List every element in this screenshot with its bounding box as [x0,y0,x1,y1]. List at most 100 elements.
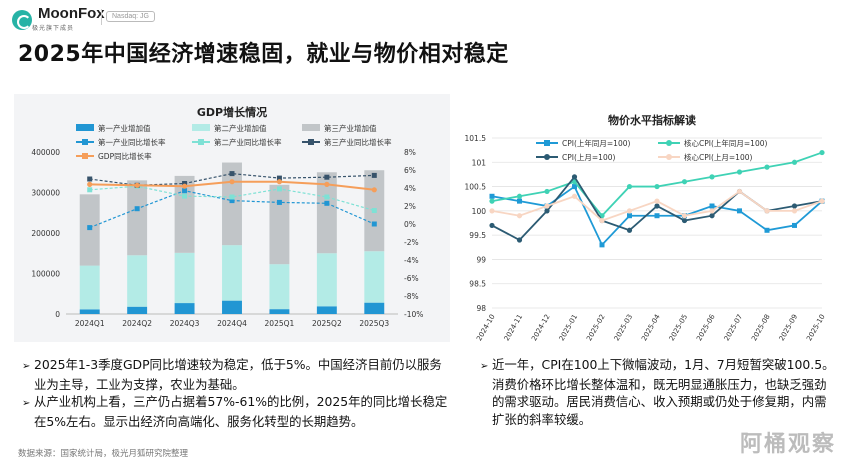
data-point [516,237,523,243]
data-point [764,227,770,233]
x-tick-label: 2025Q3 [359,319,389,328]
legend-marker [308,139,314,145]
y-tick-label: 300000 [31,189,60,198]
data-point [709,208,715,214]
legend-marker [544,154,550,160]
bar-segment [222,245,242,301]
data-point [571,174,578,180]
legend-swatch [302,124,320,131]
y-tick-label: 101.5 [465,134,487,143]
x-tick-label: 2025-03 [613,313,635,342]
legend-label: 第二产业增加值 [214,123,267,133]
y-tick-label: 0 [55,310,60,319]
data-point [709,174,715,180]
bar-segment [269,184,290,265]
x-tick-label: 2025-05 [668,313,690,342]
data-point [626,183,633,190]
legend-label: 第一产业同比增长率 [98,137,166,147]
y2-tick-label: 4% [404,184,416,193]
y2-tick-label: 6% [404,166,416,175]
data-point [134,206,140,212]
data-point [572,184,577,190]
brand-subtitle: 极光旗下成员 [32,25,75,32]
data-point [229,198,235,204]
data-point [324,174,330,180]
legend-marker [198,139,204,145]
data-point [681,213,688,219]
data-source: 数据来源：国家统计局，极光月狐研究院整理 [18,449,189,459]
data-point [627,213,632,219]
x-tick-label: 2025-06 [695,313,717,342]
data-point [681,217,688,224]
bar-segment [174,303,195,314]
y-tick-label: 98.5 [469,280,486,289]
legend-label: 核心CPI(上月=100) [684,152,752,162]
page-title: 2025年中国经济增速稳固，就业与物价相对稳定 [18,42,509,67]
legend-marker [82,139,88,145]
y2-tick-label: -10% [404,310,423,319]
y2-tick-label: -8% [404,292,419,301]
x-tick-label: 2024Q2 [122,319,152,328]
data-point [599,242,605,248]
data-point [764,164,770,170]
data-point [276,199,282,205]
x-tick-label: 2024-12 [530,313,552,342]
legend-swatch [192,124,210,131]
bar-segment [79,265,100,310]
data-point [324,181,330,187]
legend-label: CPI(上月=100) [562,153,615,162]
legend-label: CPI(上年同月=100) [562,138,630,148]
cpi-chart-panel: 物价水平指标解读 CPI(上年同月=100) 核心CPI(上年同月=100) CPI(… [462,94,834,342]
data-point [736,169,743,175]
legend-label: 第三产业增加值 [324,123,377,133]
data-point [371,221,377,227]
x-tick-label: 2025-08 [750,313,772,342]
brand-logo[interactable]: MoonFox 极光旗下成员 [12,5,105,32]
cpi-chart: 物价水平指标解读 CPI(上年同月=100) 核心CPI(上年同月=100) CPI(… [465,113,827,342]
data-point [182,188,188,194]
bar-segment [127,180,148,256]
data-point [276,175,282,181]
data-point [371,208,377,213]
ticker-badge: Nasdaq: JG [106,11,155,22]
legend-label: GDP同比增长率 [98,151,152,161]
data-point [709,213,715,219]
data-point [229,171,235,177]
y-tick-label: 400000 [31,148,60,157]
legend-swatch [76,124,94,131]
data-point [819,149,825,156]
data-point [819,198,825,204]
y2-tick-label: -2% [404,238,419,247]
data-point [737,208,742,214]
data-point [791,203,798,209]
bar-segment [79,309,100,314]
x-tick-label: 2025-01 [558,313,580,342]
data-point [181,183,188,189]
x-tick-label: 2025-10 [805,313,827,342]
y2-tick-label: -4% [404,256,419,265]
y-tick-label: 100.5 [465,183,487,192]
data-point [371,187,377,193]
bar-segment [222,162,242,246]
data-point [87,225,93,231]
x-tick-label: 2024Q1 [75,319,105,328]
gdp-notes: 2025年1-3季度GDP同比增速较为稳定，低于5%。中国经济目前仍以服务业为主… [22,356,450,430]
data-point [626,227,633,233]
legend-label: 第三产业同比增长率 [324,137,392,147]
bar-segment [222,300,242,314]
data-point [544,208,550,214]
x-tick-label: 2025-09 [778,313,800,342]
brand-name: MoonFox [38,5,105,22]
data-point [134,182,140,188]
x-tick-label: 2025-02 [585,313,607,342]
data-point [489,193,495,199]
bar-segment [269,309,290,314]
data-point [654,213,660,219]
legend-marker [82,153,88,159]
bar-segment [174,252,195,304]
data-point [489,198,495,204]
y-tick-label: 100000 [31,270,60,279]
header: MoonFox 极光旗下成员 Nasdaq: JG [0,0,848,34]
chart-title: 物价水平指标解读 [608,113,696,127]
data-point [681,179,688,185]
